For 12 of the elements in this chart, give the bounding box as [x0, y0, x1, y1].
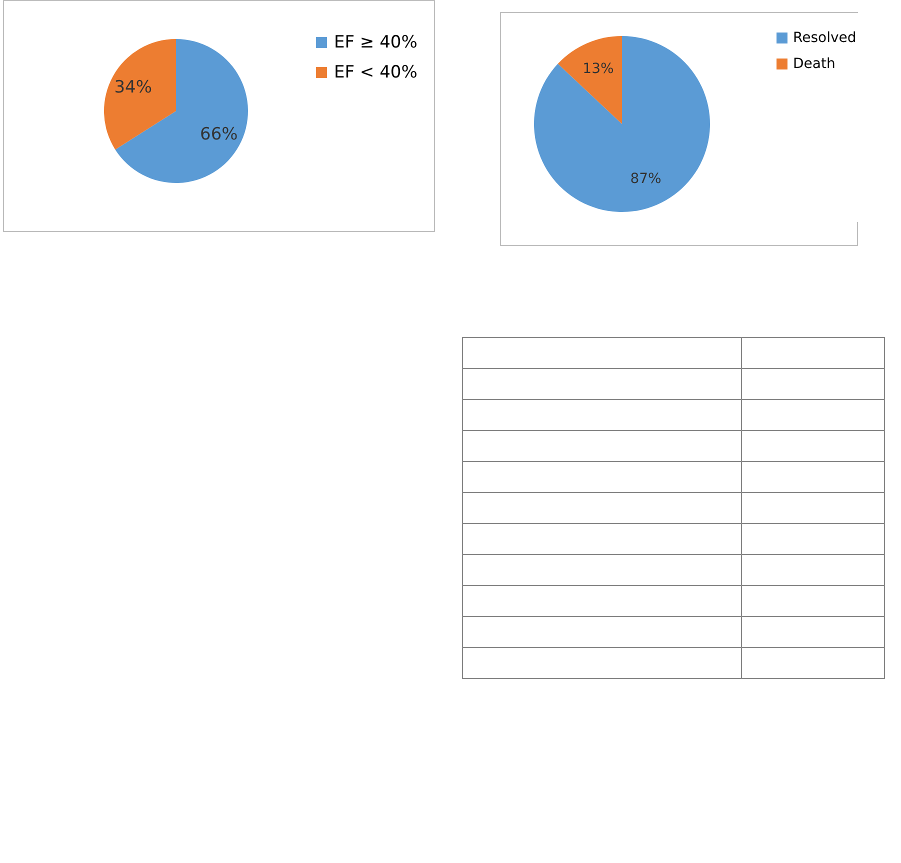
legend-label: Resolved: [793, 30, 856, 46]
data-label: 87%: [630, 170, 662, 187]
legend-label: EF < 40%: [334, 62, 418, 82]
data-label: 66%: [200, 124, 238, 145]
data-label: 13%: [582, 61, 614, 78]
legend-label: Death: [793, 56, 836, 72]
data-label: 34%: [114, 77, 152, 98]
pie-slice: [104, 39, 176, 150]
pie-slice: [558, 36, 622, 124]
legend-label: EF ≥ 40%: [334, 32, 418, 52]
pie-slice: [534, 36, 710, 212]
pie-slice: [115, 39, 248, 183]
